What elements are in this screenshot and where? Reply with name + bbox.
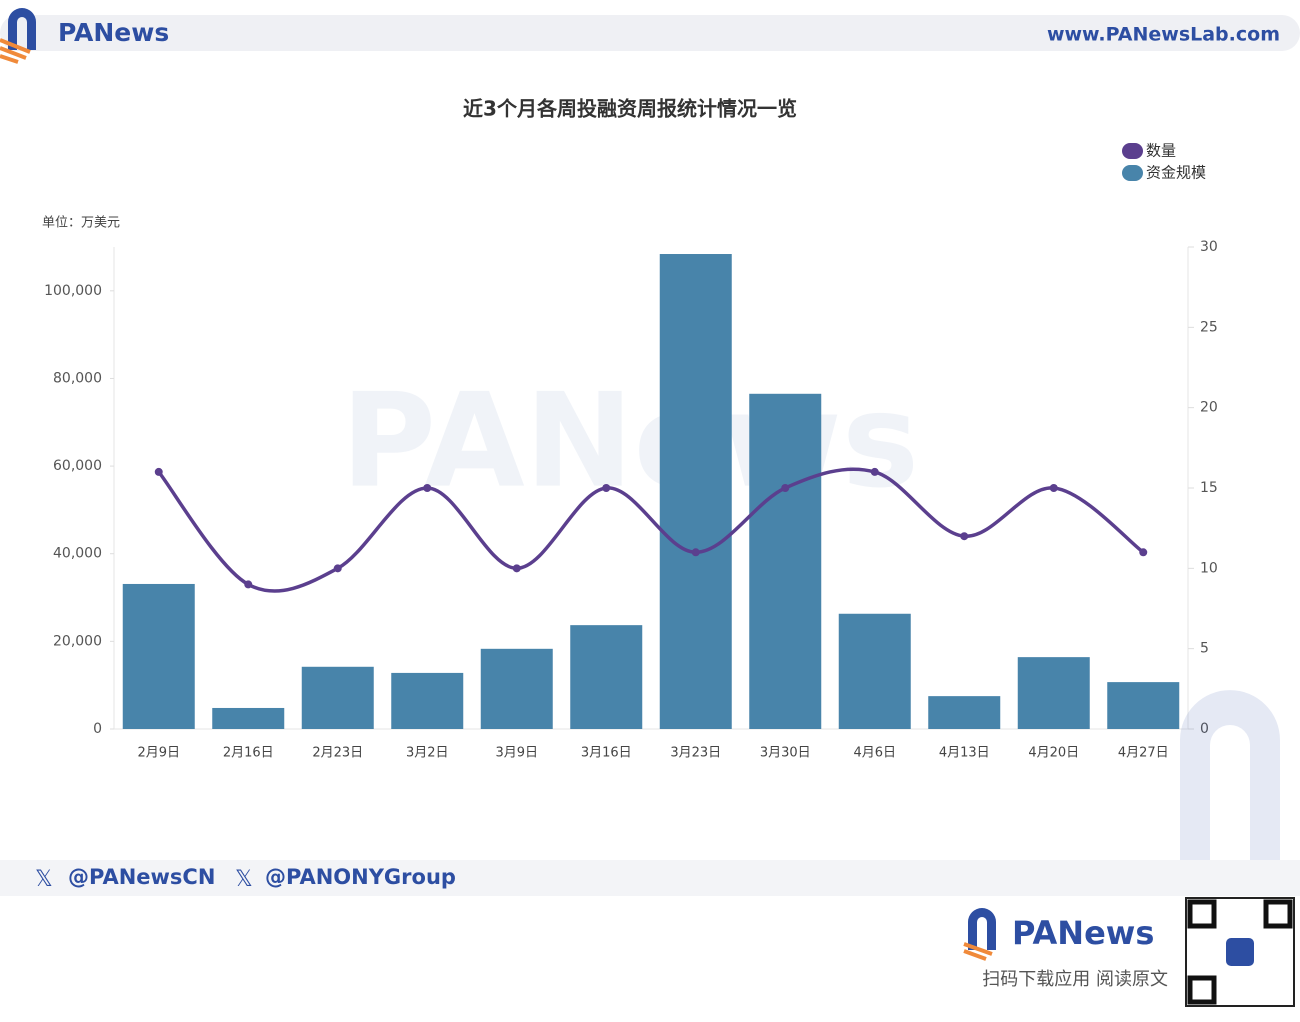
bar bbox=[301, 666, 374, 729]
chart-title: 近3个月各周投融资周报统计情况一览 bbox=[463, 97, 797, 121]
watermark: PANews bbox=[341, 365, 919, 517]
y2-tick-label: 0 bbox=[1200, 721, 1209, 737]
line-point bbox=[423, 484, 432, 492]
x-tick-label: 2月9日 bbox=[137, 746, 180, 761]
y-tick-label: 100,000 bbox=[44, 283, 102, 299]
chart-area: 0 20,000 40,000 60,000 80,000 100,000 0 5 10 15 20… bbox=[44, 142, 1218, 761]
x-tick-label: 2月23日 bbox=[312, 746, 363, 761]
footer-logo: PANews bbox=[1012, 914, 1154, 952]
bar bbox=[838, 613, 911, 729]
y2-tick-label: 20 bbox=[1200, 400, 1218, 416]
x-tick-label: 4月20日 bbox=[1028, 746, 1079, 761]
legend-label: 数量 bbox=[1146, 142, 1176, 160]
line-point bbox=[154, 467, 163, 476]
header-url[interactable]: www.PANewsLab.com bbox=[1047, 24, 1280, 46]
y-tick-label: 20,000 bbox=[53, 633, 102, 649]
line-point bbox=[1049, 484, 1058, 492]
line-point bbox=[602, 484, 611, 492]
footer-handle[interactable]: @PANewsCN bbox=[68, 865, 215, 889]
line-point bbox=[1139, 548, 1148, 557]
line-point bbox=[960, 532, 969, 541]
bar bbox=[570, 625, 643, 729]
line bbox=[157, 467, 1145, 593]
x-tick-label: 3月30日 bbox=[760, 746, 811, 761]
x-tick-label: 4月13日 bbox=[939, 746, 990, 761]
y-tick-label: 60,000 bbox=[53, 458, 102, 474]
legend-swatch bbox=[1122, 165, 1143, 181]
x-icon: 𝕏 bbox=[35, 867, 53, 892]
y-tick-label: 40,000 bbox=[53, 546, 102, 562]
x-icon: 𝕏 bbox=[235, 867, 253, 892]
bar bbox=[480, 648, 553, 729]
line-point bbox=[781, 484, 790, 492]
line-point bbox=[244, 580, 253, 589]
bar bbox=[212, 707, 285, 729]
x-tick-label: 2月16日 bbox=[223, 746, 274, 761]
bar bbox=[1017, 657, 1090, 729]
x-tick-label: 3月9日 bbox=[495, 746, 538, 761]
footer-cta: 扫码下载应用 阅读原文 bbox=[982, 969, 1168, 990]
y-axis-unit: 单位：万美元 bbox=[42, 216, 120, 231]
header-logo: PANews bbox=[58, 18, 169, 47]
footer-bar bbox=[0, 860, 1300, 896]
footer-logo-icon bbox=[963, 908, 996, 961]
bar bbox=[928, 696, 1001, 729]
bar bbox=[1107, 682, 1180, 729]
y2-tick-label: 25 bbox=[1200, 319, 1218, 335]
header-bar bbox=[0, 15, 1300, 51]
line-point bbox=[512, 564, 521, 573]
qr-code bbox=[1185, 897, 1295, 1007]
x-tick-label: 3月2日 bbox=[406, 746, 449, 761]
bar bbox=[391, 672, 464, 729]
x-tick-label: 3月16日 bbox=[581, 746, 632, 761]
y-tick-label: 0 bbox=[93, 721, 102, 737]
y2-tick-label: 10 bbox=[1200, 560, 1218, 576]
y2-tick-label: 15 bbox=[1200, 480, 1218, 496]
bar bbox=[122, 583, 195, 729]
line-point bbox=[870, 467, 879, 476]
y2-tick-label: 30 bbox=[1200, 239, 1218, 255]
corner-decoration bbox=[1180, 690, 1280, 860]
bar bbox=[749, 393, 822, 729]
x-tick-label: 3月23日 bbox=[670, 746, 721, 761]
line-point bbox=[691, 548, 700, 557]
y-tick-label: 80,000 bbox=[53, 370, 102, 386]
line-point bbox=[333, 564, 342, 573]
bar bbox=[659, 254, 732, 729]
y2-tick-label: 5 bbox=[1200, 641, 1209, 657]
x-tick-label: 4月27日 bbox=[1118, 746, 1169, 761]
legend-label: 资金规模 bbox=[1146, 164, 1206, 182]
legend-swatch bbox=[1122, 143, 1143, 159]
x-tick-label: 4月6日 bbox=[853, 746, 896, 761]
footer-handle[interactable]: @PANONYGroup bbox=[265, 865, 456, 889]
header-logo-icon bbox=[0, 8, 36, 64]
